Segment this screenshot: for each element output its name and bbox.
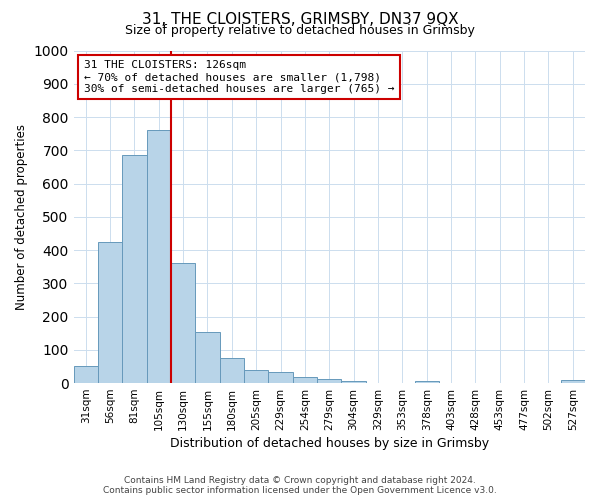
Text: 31 THE CLOISTERS: 126sqm
← 70% of detached houses are smaller (1,798)
30% of sem: 31 THE CLOISTERS: 126sqm ← 70% of detach… [84, 60, 394, 94]
Bar [317, 380, 341, 383]
Text: Size of property relative to detached houses in Grimsby: Size of property relative to detached ho… [125, 24, 475, 37]
Text: Contains HM Land Registry data © Crown copyright and database right 2024.
Contai: Contains HM Land Registry data © Crown c… [103, 476, 497, 495]
Bar [146, 130, 171, 383]
X-axis label: Distribution of detached houses by size in Grimsby: Distribution of detached houses by size … [170, 437, 489, 450]
Text: 31, THE CLOISTERS, GRIMSBY, DN37 9QX: 31, THE CLOISTERS, GRIMSBY, DN37 9QX [142, 12, 458, 28]
Bar [341, 380, 366, 383]
Bar [415, 382, 439, 383]
Y-axis label: Number of detached properties: Number of detached properties [15, 124, 28, 310]
Bar [171, 262, 196, 383]
Bar [560, 380, 585, 383]
Bar [293, 377, 317, 383]
Bar [268, 372, 293, 383]
Bar [220, 358, 244, 383]
Bar [196, 332, 220, 383]
Bar [244, 370, 268, 383]
Bar [74, 366, 98, 383]
Bar [122, 156, 146, 383]
Bar [98, 242, 122, 383]
